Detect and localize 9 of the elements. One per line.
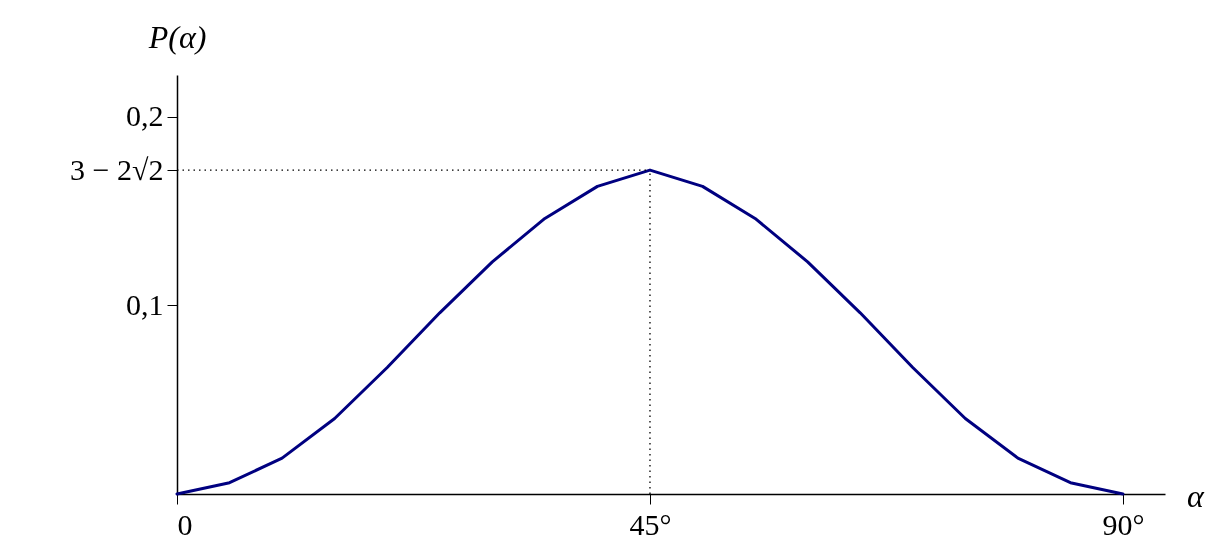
y-tick-label: 0,1	[126, 287, 164, 321]
x-tick-label: 90°	[1102, 507, 1145, 541]
y-axis-title: P(α)	[147, 18, 207, 55]
line-series	[175, 168, 1125, 496]
x-axis-title: α	[1187, 477, 1206, 514]
y-tick-label: 3 − 2√2	[70, 152, 164, 186]
y-tick-label: 0,2	[126, 99, 164, 133]
x-tick-label: 45°	[629, 507, 672, 541]
x-tick-label: 0	[177, 507, 193, 541]
